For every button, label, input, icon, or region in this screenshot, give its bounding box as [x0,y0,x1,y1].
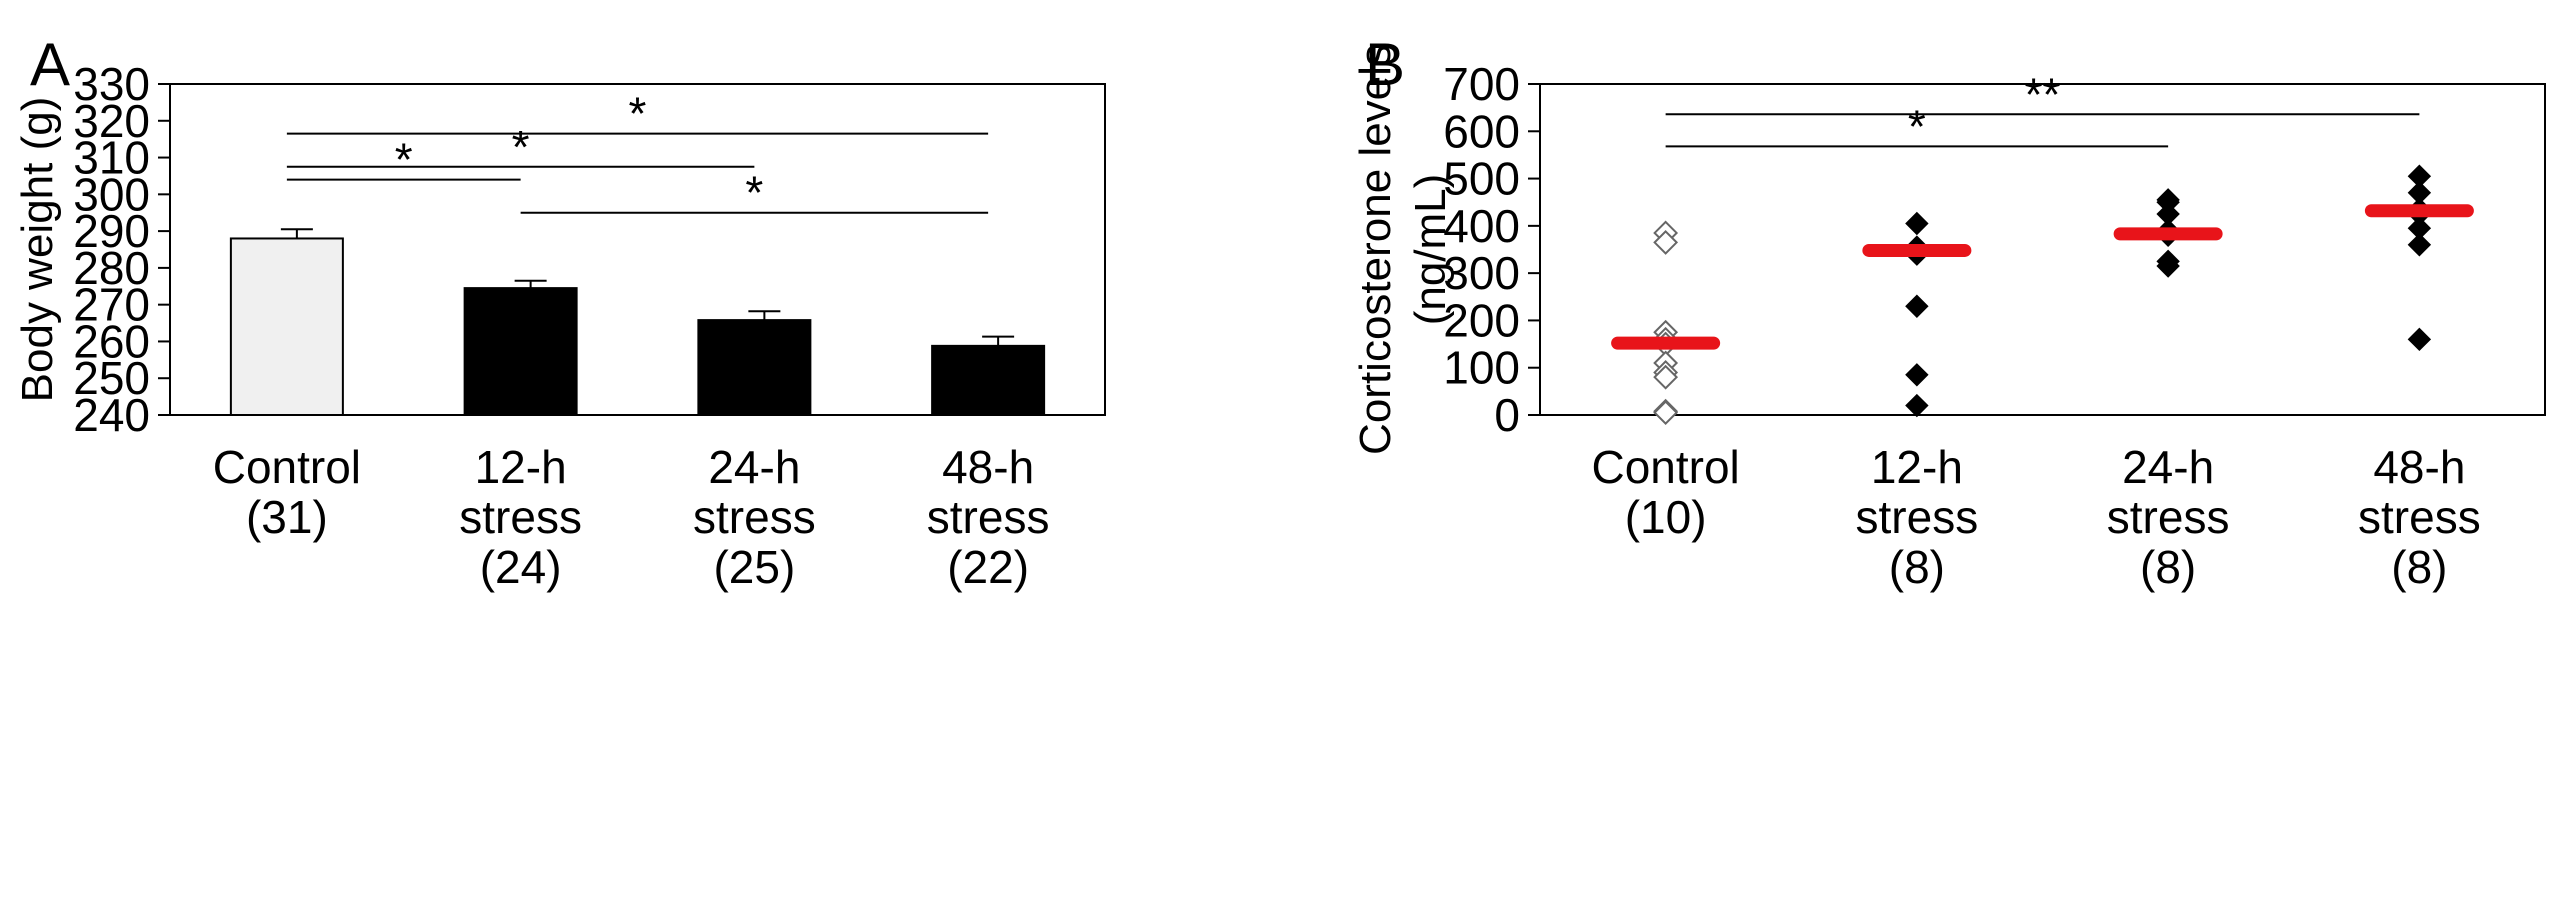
panel-letter-a: A [30,31,70,98]
y-tick-label: 270 [73,279,150,331]
y-axis-label: Body weight (g) [13,97,62,403]
y-tick-label: 280 [73,242,150,294]
category-label: (8) [1889,541,1945,593]
bar [463,287,578,416]
category-label: (10) [1625,491,1707,543]
y-tick-label: 310 [73,132,150,184]
category-label: (25) [713,541,795,593]
bar [931,344,1046,417]
data-point [2407,233,2432,257]
category-label: (31) [246,491,328,543]
y-axis-label: (ng/mL) [1406,174,1455,326]
y-tick-label: 300 [73,168,150,220]
significance-marker: * [512,121,530,173]
significance-marker: * [745,167,763,219]
plot-frame [1539,83,2546,416]
y-tick-label: 200 [1443,294,1520,346]
category-label: 48-h [942,441,1034,493]
category-label: 24-h [2122,441,2214,493]
significance-marker: ** [2025,68,2061,120]
y-tick-label: 240 [73,389,150,441]
y-tick-label: 260 [73,315,150,367]
data-point [1653,229,1679,255]
category-label: Control [1591,441,1739,493]
category-label: stress [2358,491,2481,543]
category-label: 24-h [708,441,800,493]
y-tick-label: 100 [1443,342,1520,394]
category-label: (24) [480,541,562,593]
significance-marker: * [629,88,647,140]
data-point [1905,294,1929,318]
y-tick-label: 320 [73,95,150,147]
y-tick-label: 290 [73,205,150,257]
plot-frame [169,83,1106,416]
y-tick-label: 0 [1494,389,1520,441]
category-label: 48-h [2373,441,2465,493]
category-label: stress [459,491,582,543]
category-label: stress [693,491,816,543]
category-label: (22) [947,541,1029,593]
y-tick-label: 300 [1443,247,1520,299]
significance-marker: * [1908,100,1926,152]
bar [229,237,344,416]
data-point [2407,327,2432,352]
category-label: stress [2107,491,2230,543]
y-tick-label: 330 [73,58,150,110]
category-label: 12-h [475,441,567,493]
category-label: Control [213,441,361,493]
category-label: (8) [2140,541,2196,593]
y-tick-label: 250 [73,352,150,404]
bar [697,319,812,417]
y-tick-label: 600 [1443,105,1520,157]
category-label: stress [927,491,1050,543]
y-tick-label: 700 [1443,58,1520,110]
y-axis-label: Corticosterone levels [1351,44,1400,455]
data-point [2156,254,2180,278]
category-label: stress [1856,491,1979,543]
panel-letter-b: B [1365,31,1405,98]
data-point [1905,393,1929,418]
y-tick-label: 400 [1443,200,1520,252]
category-label: (8) [2391,541,2447,593]
category-label: 12-h [1871,441,1963,493]
data-point [1653,400,1679,426]
data-point [1653,364,1679,390]
significance-marker: * [395,134,413,186]
y-tick-label: 500 [1443,153,1520,205]
data-point [1905,363,1929,387]
data-point [1905,211,1929,236]
